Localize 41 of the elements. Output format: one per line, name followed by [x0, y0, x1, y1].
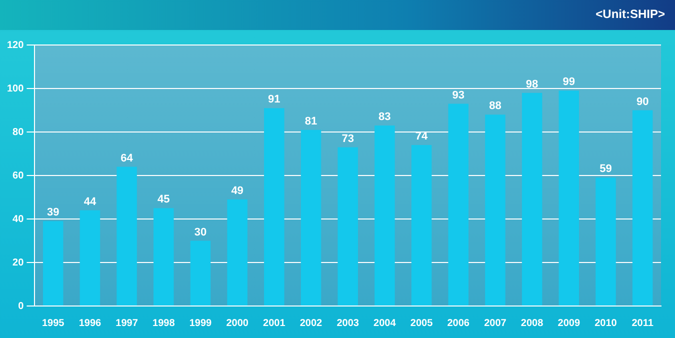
- x-tick-label: 1996: [78, 318, 102, 329]
- data-label: 59: [600, 163, 612, 176]
- data-label: 45: [158, 194, 170, 206]
- data-label: 39: [46, 206, 60, 219]
- x-tick-label: 1999: [189, 318, 212, 329]
- data-label: 83: [378, 111, 391, 124]
- x-tick-label: 2004: [374, 318, 396, 329]
- x-tick-label: 1997: [116, 318, 138, 329]
- x-tick-label: 2008: [520, 318, 544, 329]
- x-tick-label: 1995: [42, 318, 65, 329]
- data-label: 88: [489, 100, 502, 112]
- x-tick-label: 2002: [300, 318, 323, 329]
- data-label: 91: [268, 94, 280, 106]
- y-tick-label: 20: [12, 257, 24, 268]
- y-tick-label: 40: [12, 214, 24, 225]
- text: <Unit:SHIP>: [596, 7, 665, 21]
- data-label: 90: [636, 96, 649, 108]
- data-label: 73: [342, 132, 354, 145]
- x-tick-label: 2011: [632, 318, 654, 329]
- data-label: 49: [231, 184, 244, 197]
- x-tick-label: 2007: [484, 318, 507, 329]
- x-tick-label: 2005: [410, 318, 434, 329]
- y-tick-label: 80: [12, 126, 24, 138]
- data-label: 44: [84, 196, 97, 208]
- x-tick-label: 2001: [263, 318, 286, 329]
- x-tick-label: 2006: [447, 318, 470, 329]
- x-tick-label: 2000: [226, 318, 249, 329]
- x-tick-label: 2003: [336, 318, 360, 329]
- y-tick-label: 100: [6, 83, 24, 94]
- data-label: 93: [452, 89, 464, 102]
- data-label: 30: [194, 226, 207, 238]
- y-tick-label: 0: [18, 300, 24, 312]
- data-label: 81: [304, 115, 318, 128]
- data-label: 99: [562, 76, 576, 88]
- x-tick-label: 2010: [594, 318, 618, 329]
- x-tick-label: 1998: [152, 318, 176, 329]
- data-label: 64: [120, 152, 134, 164]
- x-tick-label: 2009: [558, 318, 580, 329]
- y-tick-label: 120: [6, 40, 24, 51]
- data-label: 98: [526, 78, 538, 90]
- y-tick-label: 60: [12, 170, 24, 182]
